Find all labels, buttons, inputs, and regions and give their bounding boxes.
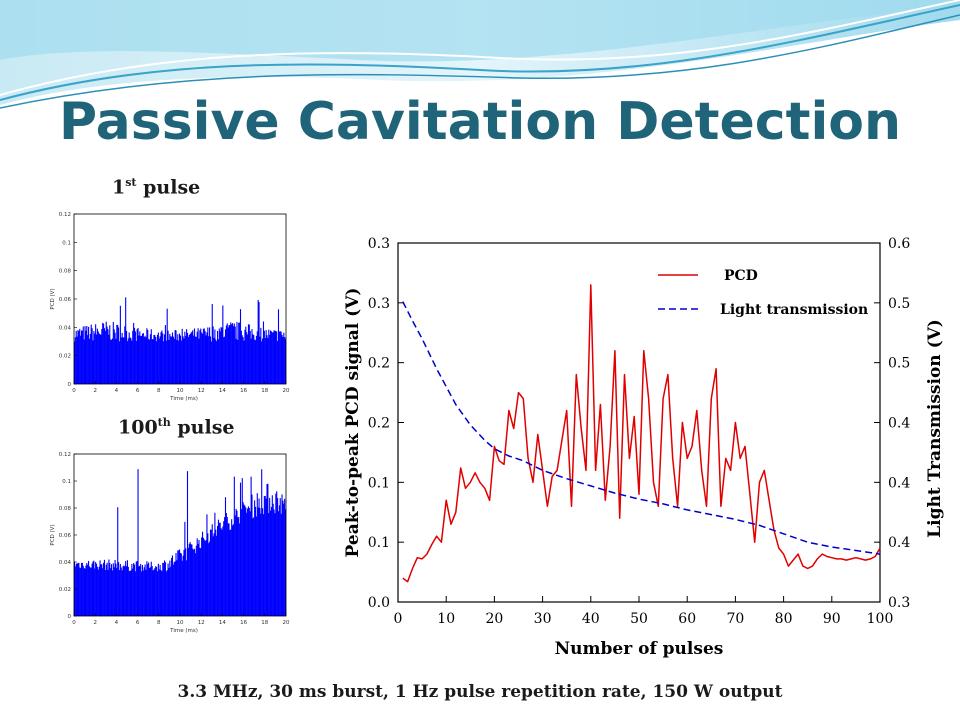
y2-tick-label: 0.5 xyxy=(888,296,910,312)
y-tick-label: 0.2 xyxy=(368,416,390,432)
decorative-wave-banner xyxy=(0,0,960,109)
first-pulse-label: 1st pulse xyxy=(112,176,200,198)
first-pulse-suffix: st xyxy=(125,176,137,189)
x-tick-label: 6 xyxy=(136,620,140,626)
light-transmission-series-line xyxy=(402,301,881,555)
y-axis-label: Peak-to-peak PCD signal (V) xyxy=(343,288,363,558)
pcd-vs-pulses-chart: 0 10 20 30 40 50 60 70 80 90 100 0.0 0.1 0.1 0.2 0.2 0.3… xyxy=(326,200,960,670)
y-tick-label: 0.02 xyxy=(59,587,71,593)
y2-tick-label: 0.6 xyxy=(888,236,910,252)
x-tick-label: 20 xyxy=(283,620,290,626)
y2-tick-label: 0.5 xyxy=(888,356,910,372)
x-axis-label: Time (ms) xyxy=(169,396,198,402)
x-tick-label: 90 xyxy=(823,611,841,627)
x-tick-label: 60 xyxy=(678,611,696,627)
x-tick-label: 10 xyxy=(177,620,184,626)
x-tick-label: 16 xyxy=(240,620,247,626)
y-tick-label: 0.06 xyxy=(59,297,72,303)
y2-tick-label: 0.4 xyxy=(888,535,910,551)
x-tick-label: 4 xyxy=(115,620,119,626)
footer-caption: 3.3 MHz, 30 ms burst, 1 Hz pulse repetit… xyxy=(177,682,783,702)
hundredth-pulse-suffix: th xyxy=(157,416,171,429)
y2-tick-label: 0.4 xyxy=(888,475,910,491)
x-tick-label: 0 xyxy=(72,620,76,626)
pcd-series-line xyxy=(402,284,881,583)
hundredth-pulse-label: 100th pulse xyxy=(118,416,235,438)
x-tick-label: 18 xyxy=(261,620,268,626)
x-axis-label: Time (ms) xyxy=(169,628,198,634)
y-tick-label: 0.08 xyxy=(59,269,72,275)
x-tick-label: 20 xyxy=(485,611,503,627)
x-tick-label: 80 xyxy=(775,611,793,627)
x-tick-label: 12 xyxy=(198,620,205,626)
x-tick-label: 0 xyxy=(72,388,76,394)
x-tick-label: 14 xyxy=(219,388,226,394)
legend-pcd-label: PCD xyxy=(724,268,758,284)
pcd-signal-bars xyxy=(73,469,287,616)
x-tick-label: 8 xyxy=(157,620,161,626)
hundredth-pulse-chart: 0 2 4 6 8 10 12 14 16 18 20 0 0.02 0.04 0.06 0.08 0.1 0.1… xyxy=(38,440,310,640)
first-pulse-word: pulse xyxy=(143,176,201,199)
y2-axis-label: Light Transmission (V) xyxy=(925,319,945,538)
x-tick-label: 20 xyxy=(283,388,290,394)
first-pulse-chart: 0 2 4 6 8 10 12 14 16 18 20 0 0.02 0.04 0.06 0.08 0.1 0.1… xyxy=(38,200,310,408)
x-tick-label: 10 xyxy=(437,611,455,627)
hundredth-pulse-number: 100 xyxy=(118,416,158,439)
y-tick-label: 0.04 xyxy=(59,325,72,331)
y-tick-label: 0.08 xyxy=(59,506,72,512)
y-tick-label: 0.2 xyxy=(368,356,390,372)
y-axis-label: PCD (V) xyxy=(50,288,56,309)
y-tick-label: 0.0 xyxy=(368,595,390,611)
y-axis-label: PCD (V) xyxy=(50,524,56,545)
x-tick-label: 4 xyxy=(115,388,119,394)
y-tick-label: 0.1 xyxy=(62,479,71,485)
x-tick-label: 2 xyxy=(93,388,97,394)
x-tick-label: 0 xyxy=(394,611,403,627)
y-tick-label: 0.1 xyxy=(368,475,390,491)
x-tick-label: 12 xyxy=(198,388,205,394)
first-pulse-number: 1 xyxy=(112,176,126,199)
legend-light-label: Light transmission xyxy=(720,302,868,318)
y-tick-label: 0.04 xyxy=(59,560,72,566)
x-tick-label: 30 xyxy=(534,611,552,627)
x-tick-label: 50 xyxy=(630,611,648,627)
y-tick-label: 0 xyxy=(68,382,72,388)
y-tick-label: 0.12 xyxy=(59,452,71,458)
x-tick-label: 18 xyxy=(261,388,268,394)
x-tick-label: 8 xyxy=(157,388,161,394)
x-tick-label: 40 xyxy=(582,611,600,627)
y-tick-label: 0.02 xyxy=(59,354,71,360)
y-tick-label: 0.12 xyxy=(59,212,71,218)
y-tick-label: 0 xyxy=(68,614,72,620)
hundredth-pulse-word: pulse xyxy=(177,416,235,439)
x-tick-label: 100 xyxy=(867,611,894,627)
slide-title: Passive Cavitation Detection xyxy=(58,92,902,152)
x-tick-label: 6 xyxy=(136,388,140,394)
y-tick-label: 0.06 xyxy=(59,533,72,539)
y-tick-label: 0.3 xyxy=(368,236,390,252)
x-tick-label: 16 xyxy=(240,388,247,394)
y2-tick-label: 0.3 xyxy=(888,595,910,611)
y-tick-label: 0.3 xyxy=(368,296,390,312)
x-tick-label: 2 xyxy=(93,620,97,626)
x-tick-label: 10 xyxy=(177,388,184,394)
y-tick-label: 0.1 xyxy=(368,535,390,551)
x-tick-label: 70 xyxy=(726,611,744,627)
pcd-signal-bars xyxy=(73,297,287,384)
x-tick-label: 14 xyxy=(219,620,226,626)
plot-background xyxy=(326,200,960,670)
y-tick-label: 0.1 xyxy=(62,240,71,246)
y2-tick-label: 0.4 xyxy=(888,416,910,432)
x-axis-label: Number of pulses xyxy=(555,639,724,659)
